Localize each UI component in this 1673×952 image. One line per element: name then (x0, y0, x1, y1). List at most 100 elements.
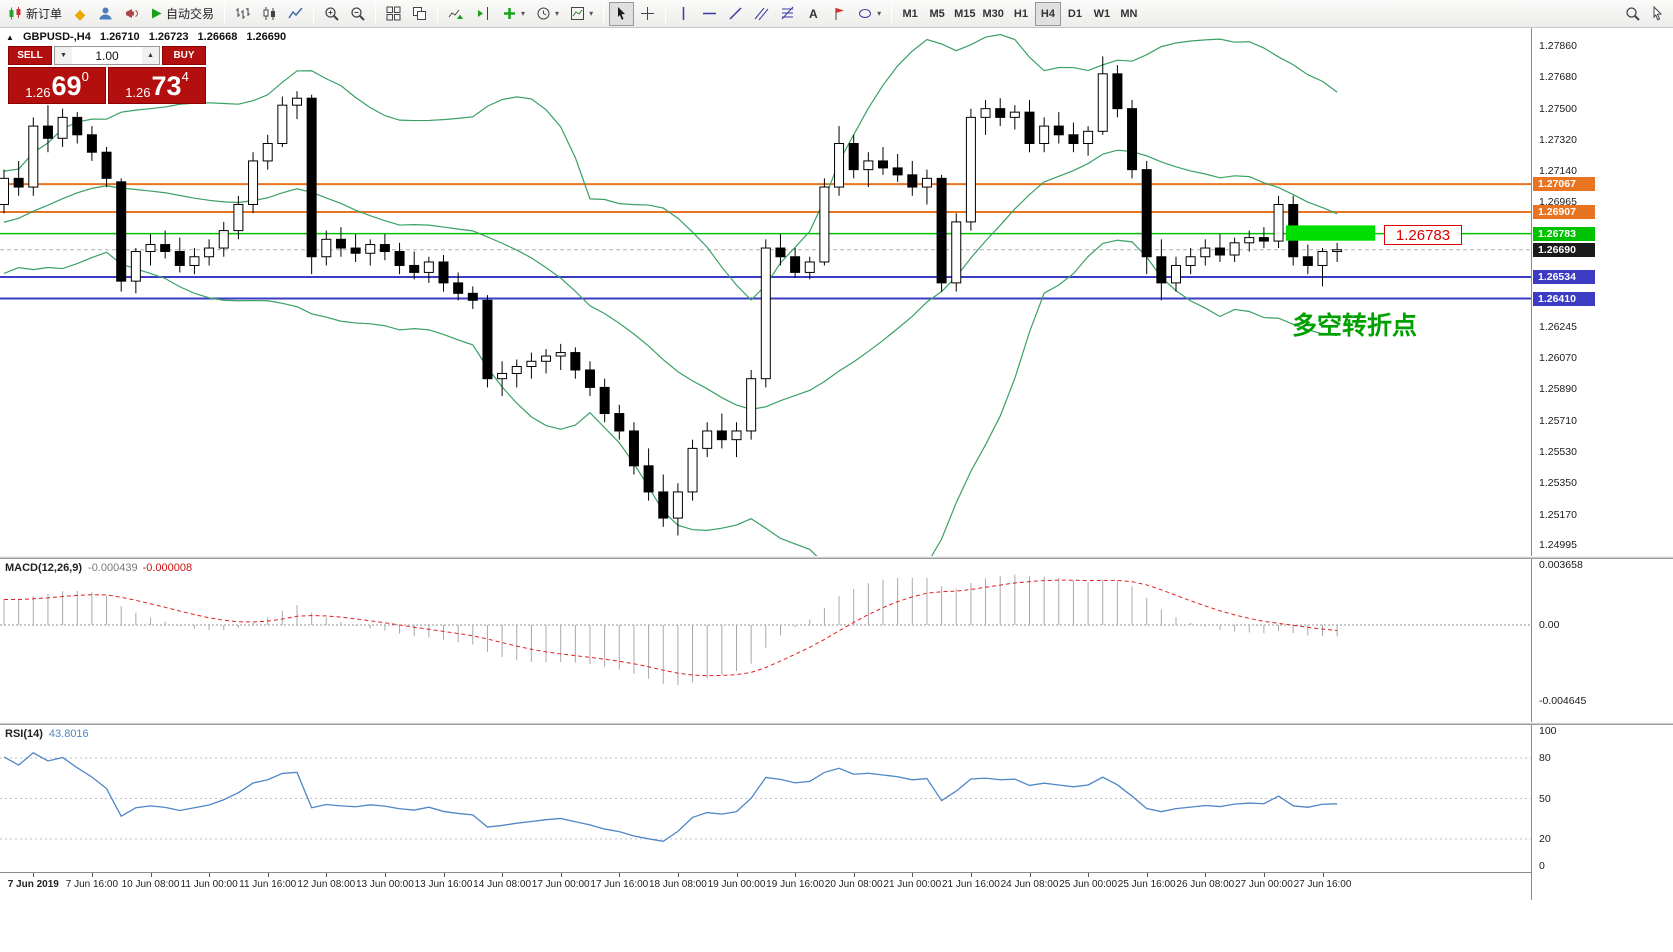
time-tick (267, 873, 269, 877)
rsi-tick-label: 0 (1539, 860, 1545, 872)
sell-button[interactable]: 1.26 69 0 (8, 67, 106, 104)
chart-shift-button[interactable] (470, 2, 496, 26)
new-order-label: 新订单 (26, 7, 63, 21)
pointer-button[interactable] (1645, 2, 1670, 26)
crosshair-tool-button[interactable] (635, 2, 660, 26)
price-axis[interactable]: 1.27860 1.27680 1.27500 1.27320 1.27140 1.269… (1531, 28, 1673, 900)
buy-button[interactable]: 1.26 73 4 (108, 67, 206, 104)
macd-main-value: -0.000439 (88, 562, 138, 574)
cascade-windows-icon (413, 7, 427, 20)
timeframe-d1-button[interactable]: D1 (1062, 2, 1088, 26)
candlestick-chart-button[interactable] (257, 2, 282, 26)
price-callout-label[interactable]: 1.26783 (1384, 225, 1462, 245)
time-tick (33, 873, 35, 877)
symbol-marker-icon: ▲ (6, 33, 14, 42)
time-tick (326, 873, 328, 877)
trendline-icon (729, 7, 742, 20)
periods-button[interactable]: ▾ (531, 2, 564, 26)
news-button[interactable] (119, 2, 144, 26)
sell-price-point: 0 (81, 69, 89, 84)
axis-price-tag: 1.26783 (1533, 226, 1595, 241)
vertical-line-tool-button[interactable] (671, 2, 696, 26)
timeframe-w1-button[interactable]: W1 (1089, 2, 1115, 26)
panel-divider[interactable] (0, 722, 1673, 725)
zoom-out-button[interactable] (345, 2, 370, 26)
zoom-in-button[interactable] (319, 2, 344, 26)
time-tick (1088, 873, 1090, 877)
timeframe-m1-button[interactable]: M1 (897, 2, 923, 26)
lot-size-spinner: ▼ ▲ (54, 46, 160, 65)
text-icon: A (809, 7, 818, 21)
buy-price-prefix: 1.26 (125, 85, 151, 100)
axis-price-tag: 1.26907 (1533, 204, 1595, 219)
new-order-button[interactable]: 新订单 (3, 2, 67, 26)
text-tool-button[interactable]: A (801, 2, 826, 26)
time-axis-label: 10 Jun 08:00 (121, 879, 180, 890)
tile-windows-button[interactable] (381, 2, 406, 26)
price-tick-label: 1.25170 (1539, 508, 1577, 521)
time-tick (1205, 873, 1207, 877)
line-chart-button[interactable] (283, 2, 308, 26)
time-tick (970, 873, 972, 877)
bar-chart-button[interactable] (230, 2, 256, 26)
ohlc-low: 1.26668 (197, 31, 238, 43)
time-axis-label: 21 Jun 16:00 (941, 879, 1000, 890)
time-tick (795, 873, 797, 877)
time-axis-label: 11 Jun 16:00 (239, 879, 297, 890)
price-tick-label: 1.27860 (1539, 39, 1577, 52)
timeframe-mn-button[interactable]: MN (1116, 2, 1142, 26)
time-tick (1322, 873, 1324, 877)
toolbar-separator (603, 4, 605, 23)
price-tick-label: 1.25350 (1539, 477, 1577, 490)
timeframe-h4-button[interactable]: H4 (1034, 1, 1061, 26)
lot-decrease-button[interactable]: ▼ (55, 47, 72, 64)
profile-icon (99, 7, 112, 20)
buy-price-point: 4 (181, 69, 189, 84)
templates-button[interactable]: ▾ (565, 2, 598, 26)
trendline-tool-button[interactable] (723, 2, 748, 26)
time-tick (1263, 873, 1265, 877)
toolbar-separator (224, 4, 226, 23)
community-button[interactable]: ◆ (68, 2, 92, 26)
search-icon (1626, 7, 1640, 21)
cursor-tool-button[interactable] (609, 1, 635, 26)
shapes-tool-button[interactable]: ▾ (853, 2, 886, 26)
lot-size-input[interactable] (72, 47, 142, 64)
timeframe-h1-button[interactable]: H1 (1008, 2, 1034, 26)
timeframe-m30-button[interactable]: M30 (980, 2, 1007, 26)
candlestick-chart-icon (263, 7, 276, 20)
price-tick-label: 1.26965 (1539, 195, 1577, 208)
time-axis-label: 13 Jun 16:00 (414, 879, 473, 890)
macd-signal-value: -0.000008 (142, 562, 193, 574)
autotrading-label: 自动交易 (166, 7, 215, 21)
profile-button[interactable] (93, 2, 118, 26)
cascade-windows-button[interactable] (407, 2, 432, 26)
toolbar-separator (891, 4, 893, 23)
timeframe-m5-button[interactable]: M5 (924, 2, 950, 26)
horizontal-line-tool-button[interactable] (697, 2, 722, 26)
indicators-button[interactable]: ▾ (497, 2, 530, 26)
dropdown-arrow-icon: ▾ (521, 9, 526, 18)
price-tick-label: 1.25890 (1539, 383, 1577, 396)
panel-divider[interactable] (0, 556, 1673, 559)
label-tool-button[interactable] (827, 2, 852, 26)
autoscroll-button[interactable] (443, 2, 469, 26)
time-axis[interactable]: 7 Jun 2019 7 Jun 16:00 10 Jun 08:00 11 Jun … (0, 872, 1531, 900)
axis-price-tag: 1.26690 (1533, 242, 1595, 257)
main-chart-canvas[interactable] (0, 28, 1531, 556)
rsi-panel-canvas[interactable] (0, 725, 1531, 872)
channel-tool-button[interactable] (749, 2, 774, 26)
chart-note-text[interactable]: 多空转折点 (1292, 312, 1418, 340)
time-tick (853, 873, 855, 877)
ohlc-close: 1.26690 (246, 31, 287, 43)
lot-increase-button[interactable]: ▲ (142, 47, 159, 64)
svg-text:A: A (809, 7, 818, 21)
price-tick-label: 1.25710 (1539, 414, 1577, 427)
time-axis-label: 27 Jun 00:00 (1234, 879, 1293, 890)
search-button[interactable] (1620, 2, 1645, 26)
autotrading-button[interactable]: 自动交易 (145, 2, 219, 26)
fibonacci-tool-button[interactable] (775, 2, 800, 26)
rsi-tick-label: 80 (1539, 752, 1551, 764)
macd-panel-canvas[interactable] (0, 559, 1531, 722)
timeframe-m15-button[interactable]: M15 (951, 2, 978, 26)
